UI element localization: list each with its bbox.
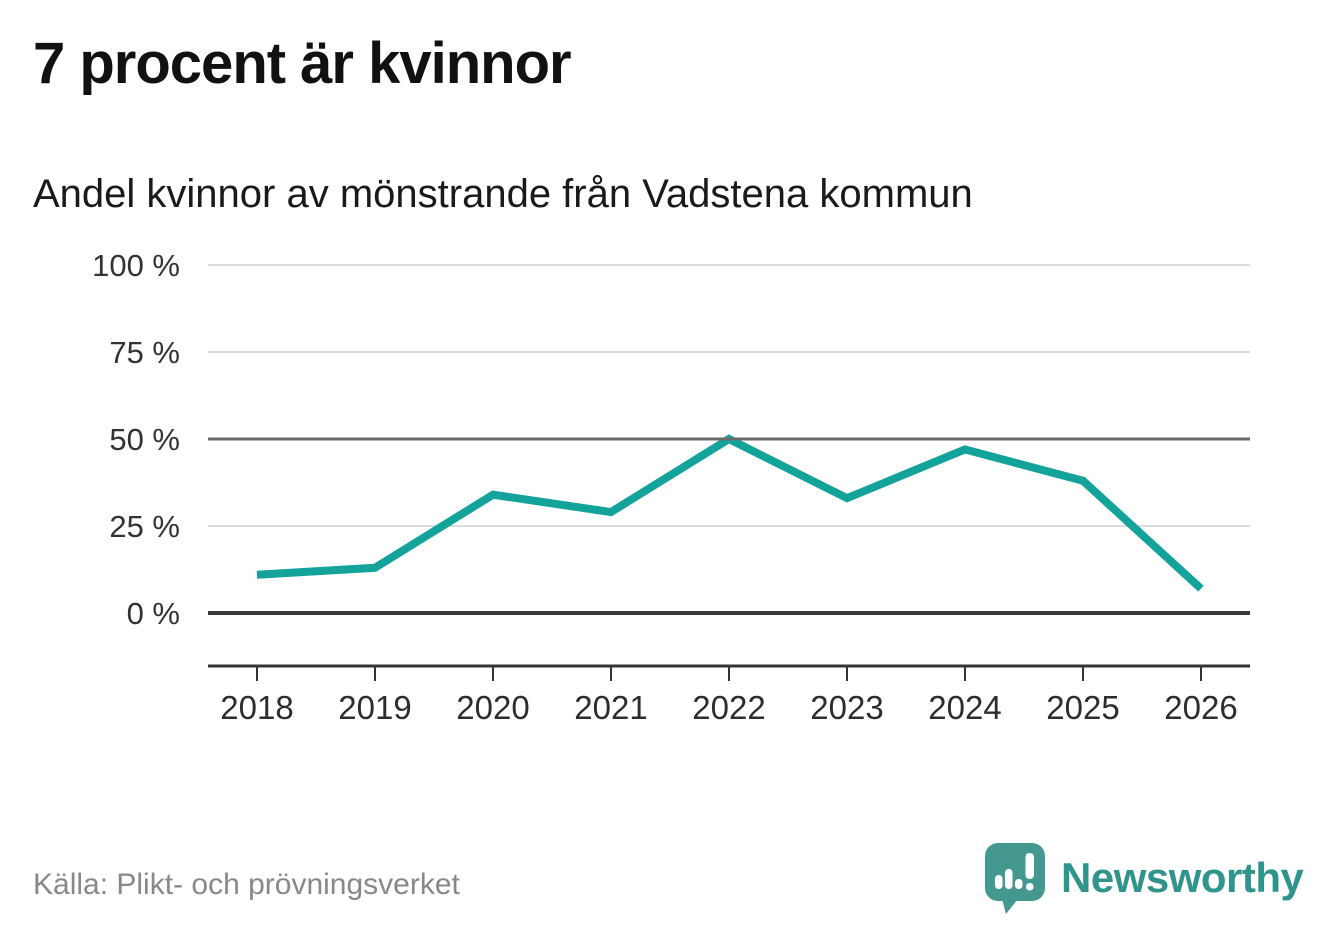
x-axis-label: 2024 <box>928 689 1001 726</box>
y-axis-label: 100 % <box>92 248 180 283</box>
logo-bar-icon <box>1015 879 1023 889</box>
chart-title: 7 procent är kvinnor <box>33 31 572 96</box>
newsworthy-wordmark: Newsworthy <box>1061 854 1304 901</box>
x-axis-label: 2018 <box>220 689 293 726</box>
x-axis-label: 2020 <box>456 689 529 726</box>
x-axis-label: 2023 <box>810 689 883 726</box>
x-axis-label: 2025 <box>1046 689 1119 726</box>
x-axis-label: 2019 <box>338 689 411 726</box>
y-axis-label: 50 % <box>109 422 180 457</box>
logo-exclamation-dot-icon <box>1026 883 1034 891</box>
logo-bar-icon <box>995 875 1003 889</box>
chart-subtitle: Andel kvinnor av mönstrande från Vadsten… <box>33 172 973 216</box>
source-note: Källa: Plikt- och prövningsverket <box>33 868 460 901</box>
x-axis-label: 2026 <box>1164 689 1237 726</box>
x-axis-label: 2022 <box>692 689 765 726</box>
logo-exclamation-icon <box>1025 853 1034 879</box>
newsworthy-logo-icon <box>985 843 1045 914</box>
y-axis-label: 75 % <box>109 335 180 370</box>
data-line-series <box>256 434 1204 592</box>
y-axis-label: 0 % <box>127 596 180 631</box>
x-axis-label: 2021 <box>574 689 647 726</box>
logo-bar-icon <box>1005 869 1013 889</box>
y-axis-label: 25 % <box>109 509 180 544</box>
newsworthy-logo: Newsworthy <box>983 841 1304 915</box>
